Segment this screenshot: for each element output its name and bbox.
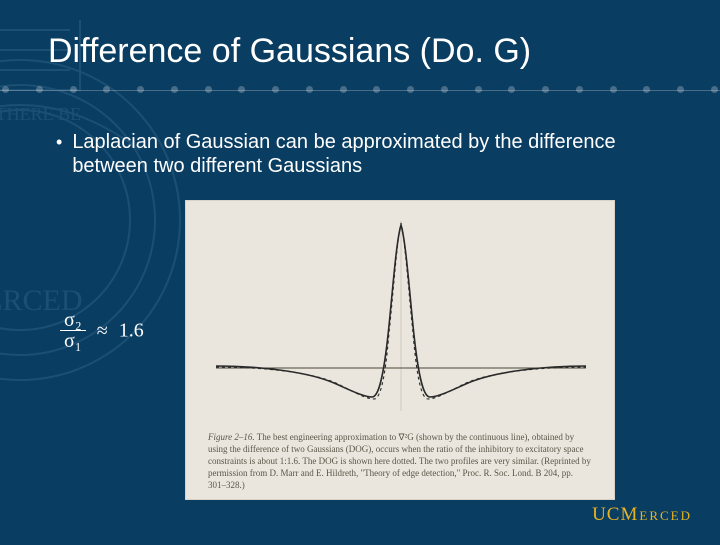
slide-title: Difference of Gaussians (Do. G): [48, 32, 672, 71]
ratio-value: 1.6: [119, 320, 144, 342]
title-region: Difference of Gaussians (Do. G): [48, 32, 672, 71]
seal-watermark: MERCED LET THERE BE: [0, 0, 210, 540]
plot-svg: [216, 211, 586, 411]
title-divider: [0, 90, 720, 91]
svg-text:LET THERE BE: LET THERE BE: [0, 104, 81, 124]
bullet-marker: •: [56, 130, 62, 154]
numerator: σ₂: [60, 310, 86, 331]
caption-lead: Figure 2–16.: [208, 432, 255, 442]
fraction: σ₂ σ₁: [60, 310, 86, 351]
logo-uc: UC: [592, 504, 620, 526]
approx-symbol: ≈: [91, 320, 114, 342]
sigma-ratio-formula: σ₂ σ₁ ≈ 1.6: [60, 310, 144, 351]
uc-merced-logo: UCMerced: [592, 500, 692, 526]
bullet-block: • Laplacian of Gaussian can be approxima…: [56, 130, 664, 178]
caption-body: The best engineering approximation to ∇²…: [208, 432, 591, 490]
bullet-text: Laplacian of Gaussian can be approximate…: [72, 130, 664, 178]
divider-dots: [0, 86, 720, 93]
figure-panel: Figure 2–16. The best engineering approx…: [185, 200, 615, 500]
denominator: σ₁: [60, 331, 86, 351]
logo-merced: Merced: [620, 504, 692, 526]
figure-caption: Figure 2–16. The best engineering approx…: [208, 431, 592, 491]
dog-plot: [216, 211, 586, 411]
bullet-item: • Laplacian of Gaussian can be approxima…: [56, 130, 664, 178]
